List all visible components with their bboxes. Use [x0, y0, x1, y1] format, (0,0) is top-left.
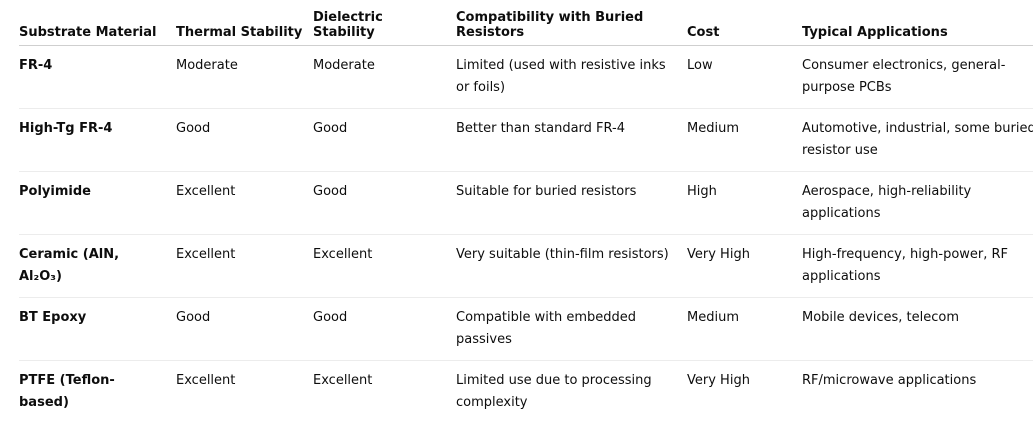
- cell-cost: Very High: [687, 372, 750, 388]
- table-row: BT Epoxy Good Good Compatible with embed…: [19, 297, 1033, 361]
- cell-thermal-stability: Excellent: [176, 171, 313, 235]
- header-dielectric-stability: Dielectric Stability: [313, 0, 456, 46]
- cell-thermal-stability: Good: [176, 108, 313, 172]
- cell-applications: Consumer electronics, general-purpose PC…: [802, 45, 1033, 109]
- cell-compatibility: Very suitable (thin-film resistors): [456, 234, 687, 298]
- cell-material: BT Epoxy: [19, 297, 176, 361]
- cell-applications: Automotive, industrial, some buried resi…: [802, 108, 1033, 172]
- cell-dielectric-stability: Good: [313, 297, 456, 361]
- table-row: FR-4 Moderate Moderate Limited (used wit…: [19, 45, 1033, 109]
- cell-dielectric-stability: Good: [313, 108, 456, 172]
- cell-dielectric-stability: Good: [313, 171, 456, 235]
- cell-cost: Medium: [687, 297, 802, 361]
- header-typical-applications: Typical Applications: [802, 0, 1033, 46]
- cell-applications: RF/microwave applications: [802, 372, 977, 388]
- cell-applications: Mobile devices, telecom: [802, 297, 1033, 361]
- cell-thermal-stability: Excellent: [176, 372, 236, 388]
- header-cost: Cost: [687, 0, 802, 46]
- cell-cost: Medium: [687, 108, 802, 172]
- cell-compatibility: Limited use due to processing complexity: [456, 372, 652, 410]
- cell-thermal-stability: Moderate: [176, 45, 313, 109]
- table-row: High-Tg FR-4 Good Good Better than stand…: [19, 108, 1033, 172]
- cell-thermal-stability: Good: [176, 297, 313, 361]
- cell-material: High-Tg FR-4: [19, 108, 176, 172]
- table-row: Ceramic (AlN, Al₂O₃) Excellent Excellent…: [19, 234, 1033, 298]
- cell-material: PTFE (Teflon-based): [19, 372, 115, 410]
- table-row: Polyimide Excellent Good Suitable for bu…: [19, 171, 1033, 235]
- cell-compatibility: Compatible with embedded passives: [456, 297, 687, 361]
- table-header-row: Substrate Material Thermal Stability Die…: [19, 0, 1033, 46]
- cell-dielectric-stability: Excellent: [313, 234, 456, 298]
- table-row: PTFE (Teflon-based) Excellent Excellent …: [19, 360, 1033, 423]
- cell-cost: Low: [687, 45, 802, 109]
- cell-cost: High: [687, 171, 802, 235]
- cell-applications: Aerospace, high-reliability applications: [802, 171, 1033, 235]
- substrate-comparison-table: Substrate Material Thermal Stability Die…: [19, 0, 1033, 423]
- cell-compatibility: Better than standard FR-4: [456, 108, 687, 172]
- header-buried-resistor-compatibility: Compatibility with Buried Resistors: [456, 0, 687, 46]
- cell-cost: Very High: [687, 234, 802, 298]
- cell-material: Polyimide: [19, 171, 176, 235]
- cell-dielectric-stability: Excellent: [313, 372, 373, 388]
- header-substrate-material: Substrate Material: [19, 0, 176, 46]
- cell-applications: High-frequency, high-power, RF applicati…: [802, 234, 1033, 298]
- cell-compatibility: Limited (used with resistive inks or foi…: [456, 45, 687, 109]
- cell-material: FR-4: [19, 45, 176, 109]
- cell-thermal-stability: Excellent: [176, 234, 313, 298]
- header-thermal-stability: Thermal Stability: [176, 0, 313, 46]
- cell-compatibility: Suitable for buried resistors: [456, 171, 687, 235]
- cell-dielectric-stability: Moderate: [313, 45, 456, 109]
- cell-material: Ceramic (AlN, Al₂O₃): [19, 234, 176, 298]
